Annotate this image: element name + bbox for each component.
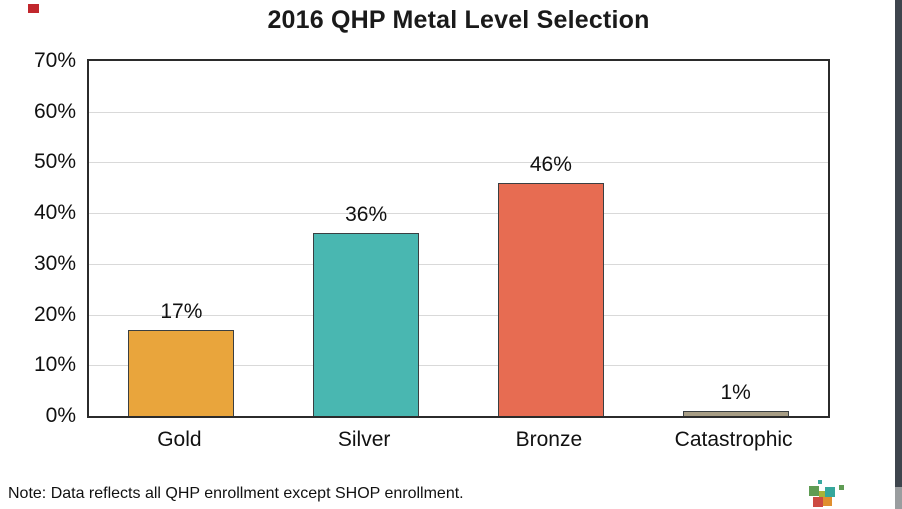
x-tick-label-silver: Silver (337, 428, 391, 451)
y-tick-label: 70% (33, 49, 76, 72)
gridline (89, 314, 828, 316)
bar-value-label: 46% (529, 152, 572, 176)
y-tick-label: 60% (33, 99, 76, 123)
x-tick-label-gold: Gold (157, 428, 202, 451)
logo-square (813, 497, 823, 507)
y-tick-label: 40% (33, 201, 76, 225)
bar-gold (128, 329, 235, 416)
logo-square (839, 485, 844, 490)
y-tick-label: 50% (33, 150, 76, 174)
scattered-squares-logo-icon (808, 479, 852, 509)
y-tick-label: 0% (45, 404, 76, 427)
y-tick-label: 10% (33, 353, 76, 377)
gridline (89, 162, 828, 164)
red-marker (28, 4, 39, 13)
bar-silver (313, 233, 420, 416)
gridline (89, 213, 828, 215)
gridline (89, 263, 828, 265)
x-tick-label-catastrophic: Catastrophic (674, 428, 793, 451)
bar-value-label: 1% (720, 380, 751, 404)
bar-catastrophic (682, 410, 789, 416)
note-text: Note: Data reflects all QHP enrollment e… (8, 485, 464, 502)
logo-square (809, 486, 819, 496)
gridline (89, 365, 828, 367)
logo-square (823, 497, 832, 506)
logo-square (825, 487, 835, 497)
x-tick-label-bronze: Bronze (515, 428, 583, 451)
window-edge (895, 0, 902, 509)
logo-square (818, 480, 822, 484)
window-edge-top (895, 0, 902, 487)
bar-value-label: 36% (345, 203, 388, 227)
bar-value-label: 17% (160, 299, 203, 323)
logo-square (819, 491, 826, 498)
window-edge-bottom (895, 487, 902, 509)
gridline (89, 111, 828, 113)
bar-bronze (497, 182, 604, 416)
y-tick-label: 30% (33, 251, 76, 275)
y-tick-label: 20% (33, 302, 76, 326)
plot-area: 17% 36% 46% 1% (87, 59, 830, 418)
chart-title: 2016 QHP Metal Level Selection (267, 6, 650, 34)
